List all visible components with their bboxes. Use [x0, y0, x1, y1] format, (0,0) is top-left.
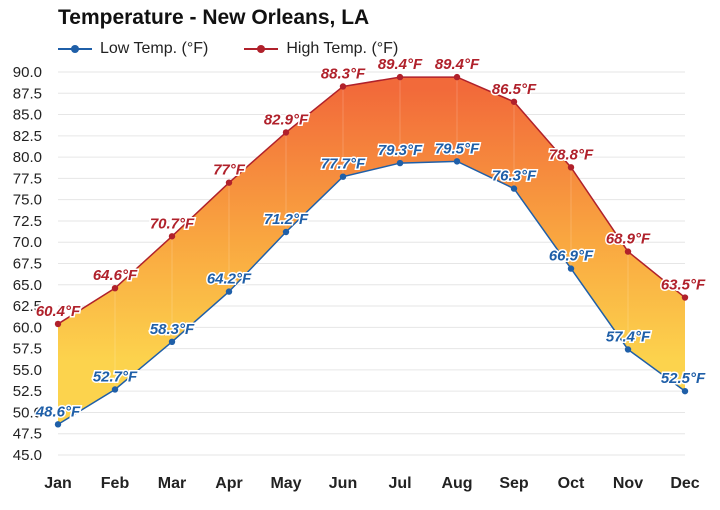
x-tick-label: Jan — [44, 475, 72, 492]
y-tick-label: 50.0 — [13, 404, 42, 421]
x-tick-label: Mar — [158, 475, 186, 492]
low-point — [681, 387, 689, 395]
high-point — [681, 294, 689, 301]
x-tick-label: Apr — [215, 475, 243, 492]
legend-low-label: Low Temp. (°F) — [100, 40, 209, 57]
high-point — [225, 179, 233, 186]
high-point — [624, 248, 632, 255]
legend-item-high[interactable]: High Temp. (°F) — [244, 40, 398, 58]
x-tick-label: Aug — [441, 475, 472, 492]
high-data-label: 86.5°F — [492, 81, 537, 98]
legend-high-label: High Temp. (°F) — [286, 40, 399, 57]
chart-legend: Low Temp. (°F) High Temp. (°F) — [58, 40, 398, 58]
y-tick-label: 62.5 — [13, 298, 42, 315]
low-point — [168, 338, 176, 346]
high-data-label: 64.6°F — [93, 267, 138, 284]
high-point — [339, 83, 347, 90]
legend-high-marker-icon — [244, 43, 279, 55]
y-tick-label: 87.5 — [13, 85, 42, 102]
y-tick-label: 52.5 — [13, 383, 42, 400]
x-tick-label: Jun — [329, 475, 357, 492]
high-point — [396, 73, 404, 81]
x-tick-label: Feb — [101, 475, 130, 492]
high-data-label: 89.4°F — [378, 56, 423, 73]
high-point — [111, 284, 119, 292]
low-data-label: 79.3°F — [378, 142, 423, 159]
high-data-label: 77°F — [213, 162, 246, 179]
x-tick-label: Sep — [499, 475, 529, 492]
low-point — [453, 158, 461, 165]
high-point — [453, 73, 461, 81]
high-point — [168, 233, 176, 240]
high-point — [567, 164, 575, 171]
x-tick-label: Oct — [558, 475, 585, 492]
low-data-label: 76.3°F — [492, 168, 537, 185]
low-point — [282, 228, 290, 236]
low-point — [396, 159, 404, 167]
y-tick-label: 70.0 — [13, 234, 42, 251]
y-tick-label: 65.0 — [13, 277, 42, 294]
y-tick-label: 45.0 — [13, 447, 42, 464]
high-data-label: 88.3°F — [321, 65, 366, 82]
y-tick-label: 75.0 — [13, 192, 42, 209]
low-data-label: 57.4°F — [606, 328, 651, 345]
low-point — [339, 173, 347, 180]
high-point — [54, 320, 62, 328]
low-data-label: 77.7°F — [321, 156, 366, 173]
low-point — [510, 185, 518, 192]
y-tick-label: 47.5 — [13, 426, 42, 443]
chart-title: Temperature - New Orleans, LA — [58, 6, 370, 29]
low-data-label: 52.5°F — [661, 370, 706, 387]
y-tick-label: 72.5 — [13, 213, 42, 230]
low-data-label: 48.6°F — [35, 403, 81, 420]
low-data-label: 52.7°F — [93, 368, 138, 385]
high-point — [282, 129, 290, 136]
y-tick-label: 77.5 — [13, 170, 42, 187]
y-tick-label: 82.5 — [13, 128, 42, 145]
low-data-label: 79.5°F — [435, 140, 480, 157]
y-tick-label: 90.0 — [13, 64, 42, 81]
low-point — [54, 421, 62, 428]
y-tick-label: 57.5 — [13, 341, 42, 358]
y-tick-label: 85.0 — [13, 107, 42, 124]
temperature-band — [58, 77, 685, 425]
high-data-label: 60.4°F — [36, 303, 81, 320]
x-tick-label: Jul — [388, 475, 411, 492]
low-data-label: 64.2°F — [207, 271, 252, 288]
y-tick-label: 60.0 — [13, 319, 42, 336]
low-point — [624, 346, 632, 353]
high-data-label: 82.9°F — [264, 111, 309, 128]
y-tick-label: 80.0 — [13, 149, 42, 166]
high-line — [57, 76, 686, 325]
low-data-label: 58.3°F — [150, 321, 195, 338]
legend-low-marker-icon — [58, 43, 92, 55]
low-data-label: 71.2°F — [264, 211, 309, 228]
low-point — [111, 386, 119, 393]
high-data-label: 68.9°F — [606, 231, 651, 248]
x-tick-label: May — [270, 475, 301, 492]
high-data-label: 78.8°F — [549, 146, 594, 163]
y-tick-label: 67.5 — [13, 256, 42, 273]
low-data-label: 66.9°F — [549, 248, 594, 265]
low-point — [567, 265, 575, 272]
low-point — [225, 288, 233, 295]
high-data-label: 89.4°F — [435, 56, 480, 73]
legend-item-low[interactable]: Low Temp. (°F) — [58, 40, 208, 58]
y-tick-label: 55.0 — [13, 362, 42, 379]
high-data-label: 70.7°F — [150, 215, 195, 232]
x-tick-label: Nov — [613, 475, 643, 492]
low-line — [57, 160, 686, 425]
high-data-label: 63.5°F — [661, 277, 706, 294]
x-tick-label: Dec — [670, 475, 699, 492]
high-point — [510, 98, 518, 105]
